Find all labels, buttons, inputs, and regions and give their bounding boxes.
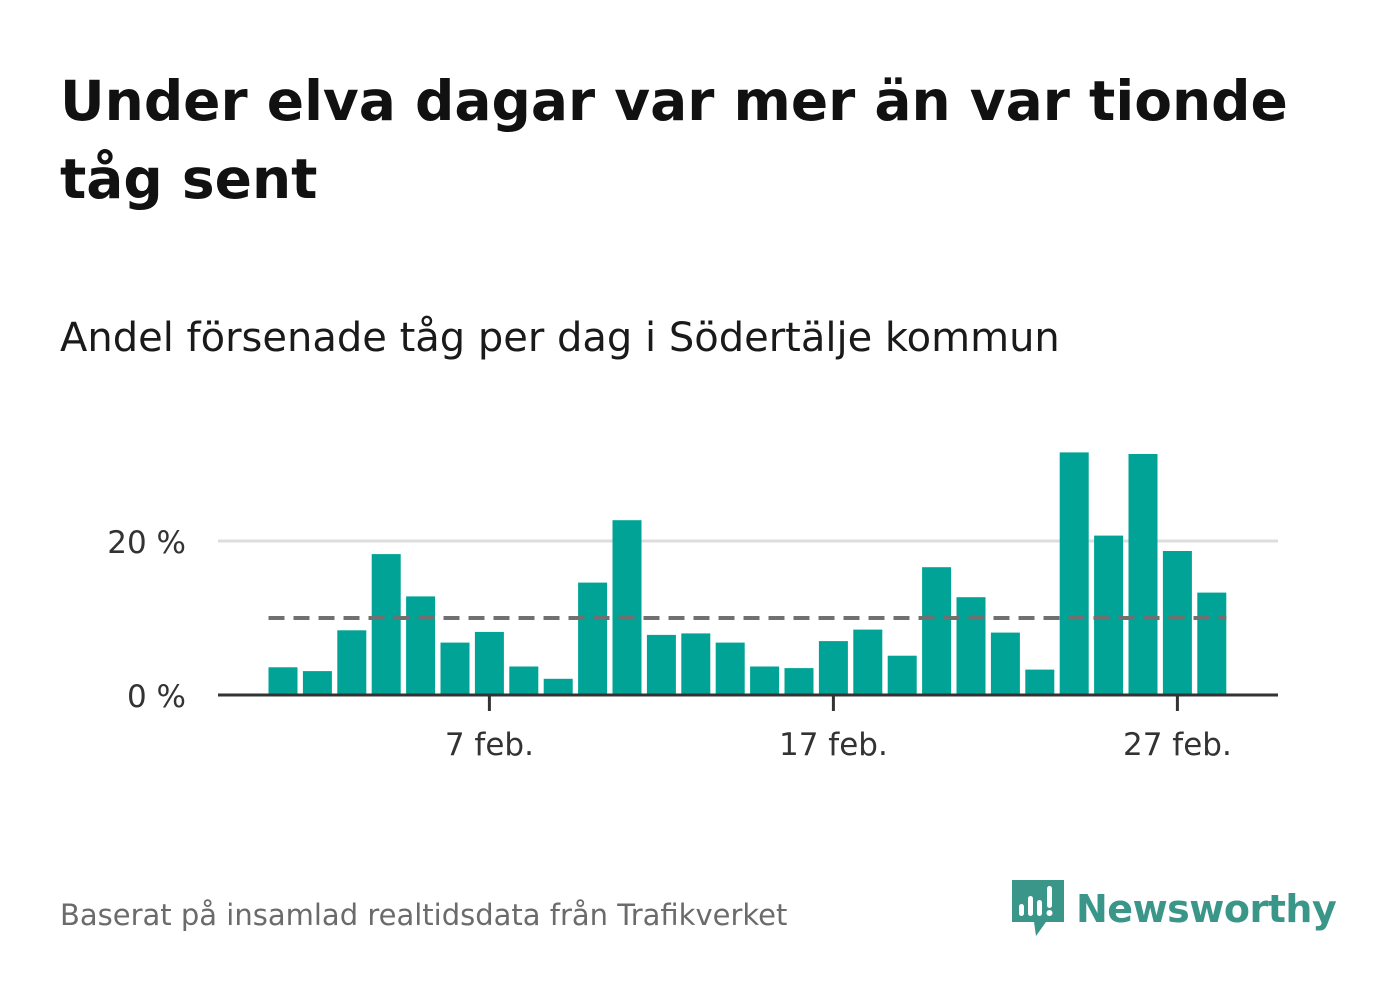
bar: [818, 641, 848, 695]
bar: [440, 642, 470, 695]
y-tick-label: 20 %: [107, 525, 186, 561]
bar: [922, 567, 952, 695]
bar: [1162, 551, 1192, 695]
x-tick-label: 27 feb.: [1123, 727, 1232, 763]
bar: [1128, 454, 1158, 695]
bar: [1025, 669, 1055, 695]
bar: [1094, 535, 1124, 695]
bar: [302, 671, 332, 695]
bar: [1059, 452, 1089, 695]
x-tick-label: 17 feb.: [779, 727, 888, 763]
bar: [681, 633, 711, 695]
brand-name: Newsworthy: [1076, 887, 1337, 931]
bar: [578, 582, 608, 695]
bar: [474, 631, 504, 695]
bar: [853, 629, 883, 695]
bar: [543, 678, 573, 695]
bar: [406, 596, 436, 695]
x-tick-label: 7 feb.: [445, 727, 534, 763]
newsworthy-logo-icon: [1012, 880, 1064, 936]
bar: [715, 642, 745, 695]
bar-chart: 0 % 20 % 7 feb. 17 feb. 27 feb.: [107, 452, 1278, 763]
chart-title: Under elva dagar var mer än var tionde t…: [60, 69, 1288, 211]
source-note: Baserat på insamlad realtidsdata från Tr…: [60, 898, 788, 932]
bar: [646, 634, 676, 695]
bar: [750, 666, 780, 695]
x-axis: 7 feb. 17 feb. 27 feb.: [218, 693, 1278, 763]
chart-subtitle: Andel försenade tåg per dag i Södertälje…: [60, 315, 1060, 361]
bar: [956, 597, 986, 695]
bar-series: [268, 452, 1227, 695]
bar: [337, 630, 367, 695]
bar: [371, 554, 401, 695]
bar: [612, 520, 642, 695]
bar: [887, 655, 917, 695]
y-axis-tick-labels: 0 % 20 %: [107, 525, 186, 715]
y-tick-label: 0 %: [127, 679, 186, 715]
bar: [268, 667, 298, 695]
bar: [990, 632, 1020, 695]
bar: [1197, 592, 1227, 695]
bar: [509, 666, 539, 695]
bar: [784, 668, 814, 695]
brand-logo: Newsworthy: [1010, 878, 1337, 940]
